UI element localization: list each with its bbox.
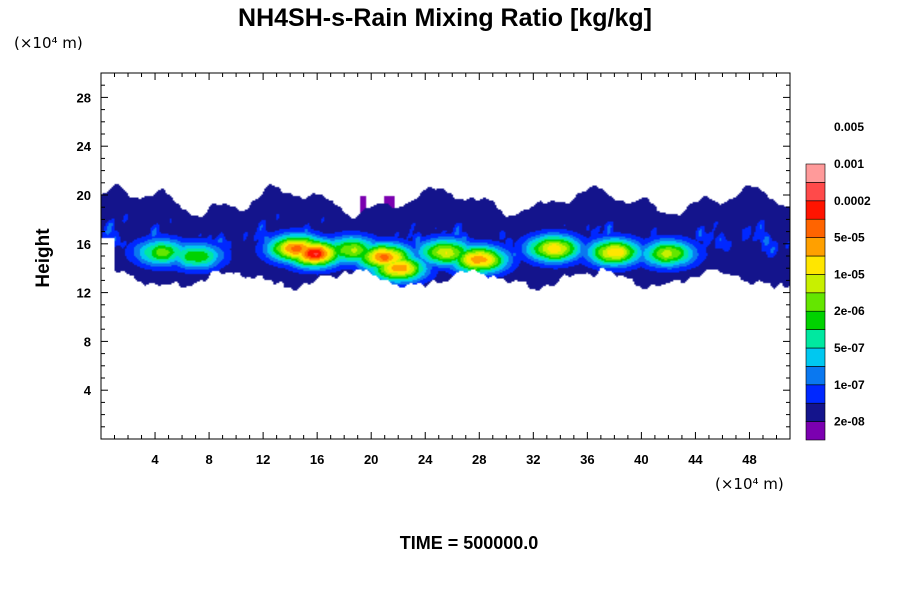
colorbar-swatch	[805, 366, 826, 386]
colorbar-label: 5e-05	[834, 231, 865, 245]
colorbar-swatch	[805, 255, 826, 275]
x-tick-label: 16	[310, 452, 324, 467]
x-tick-label: 32	[526, 452, 540, 467]
y-tick-label: 12	[77, 286, 91, 301]
colorbar-label: 5e-07	[834, 341, 865, 355]
y-tick-label: 20	[77, 188, 91, 203]
colorbar-label: 2e-06	[834, 304, 865, 318]
x-tick-label: 20	[364, 452, 378, 467]
y-tick-label: 16	[77, 237, 91, 252]
colorbar-label: 1e-07	[834, 378, 865, 392]
x-tick-label: 4	[151, 452, 159, 467]
plot-area	[100, 72, 791, 440]
chart-title: NH4SH-s-Rain Mixing Ratio [kg/kg]	[238, 4, 652, 32]
x-tick-label: 8	[205, 452, 212, 467]
colorbar-swatch	[805, 237, 826, 257]
x-tick-label: 24	[418, 452, 433, 467]
colorbar-swatch	[805, 310, 826, 330]
mixing-ratio-field	[101, 73, 790, 439]
colorbar-swatch	[805, 274, 826, 294]
x-tick-label: 28	[472, 452, 486, 467]
colorbar-swatch	[805, 329, 826, 349]
colorbar-swatch	[805, 402, 826, 422]
colorbar-label: 0.0002	[834, 194, 871, 208]
colorbar-legend: 2e-08 1e-07 5e-07 2e-06 1e-05 5e-05 0.0002 0.00…	[805, 120, 871, 441]
colorbar-swatch	[805, 182, 826, 202]
y-tick-label: 8	[84, 334, 91, 349]
y-axis-label: Height	[33, 228, 54, 288]
y-tick-label: 28	[77, 90, 91, 105]
plot-frame	[100, 72, 791, 440]
colorbar-label: 0.005	[834, 120, 864, 134]
colorbar-swatch	[805, 292, 826, 312]
colorbar-swatch	[805, 384, 826, 404]
x-tick-label: 48	[742, 452, 756, 467]
colorbar-label: 1e-05	[834, 267, 865, 281]
x-tick-label: 36	[580, 452, 594, 467]
time-label: TIME = 500000.0	[400, 533, 539, 553]
y-tick-label: 24	[77, 139, 92, 154]
x-tick-label: 44	[688, 452, 703, 467]
colorbar-label: 0.001	[834, 157, 864, 171]
colorbar-swatch	[805, 163, 826, 183]
colorbar-swatch	[805, 218, 826, 238]
colorbar-swatch	[805, 200, 826, 220]
y-tick-label: 4	[84, 383, 92, 398]
x-tick-label: 12	[256, 452, 270, 467]
x-unit-label: (×10⁴ m)	[715, 475, 784, 493]
x-tick-labels: 4 8 12 16 20 24 28 32 36 40 44 48	[151, 452, 756, 467]
colorbar-swatch	[805, 421, 826, 441]
colorbar-swatch	[805, 347, 826, 367]
y-tick-labels: 4 8 12 16 20 24 28	[77, 90, 92, 398]
x-tick-label: 40	[634, 452, 648, 467]
colorbar-label: 2e-08	[834, 415, 865, 429]
axis-ticks	[101, 73, 790, 439]
y-unit-label: (×10⁴ m)	[14, 34, 83, 52]
